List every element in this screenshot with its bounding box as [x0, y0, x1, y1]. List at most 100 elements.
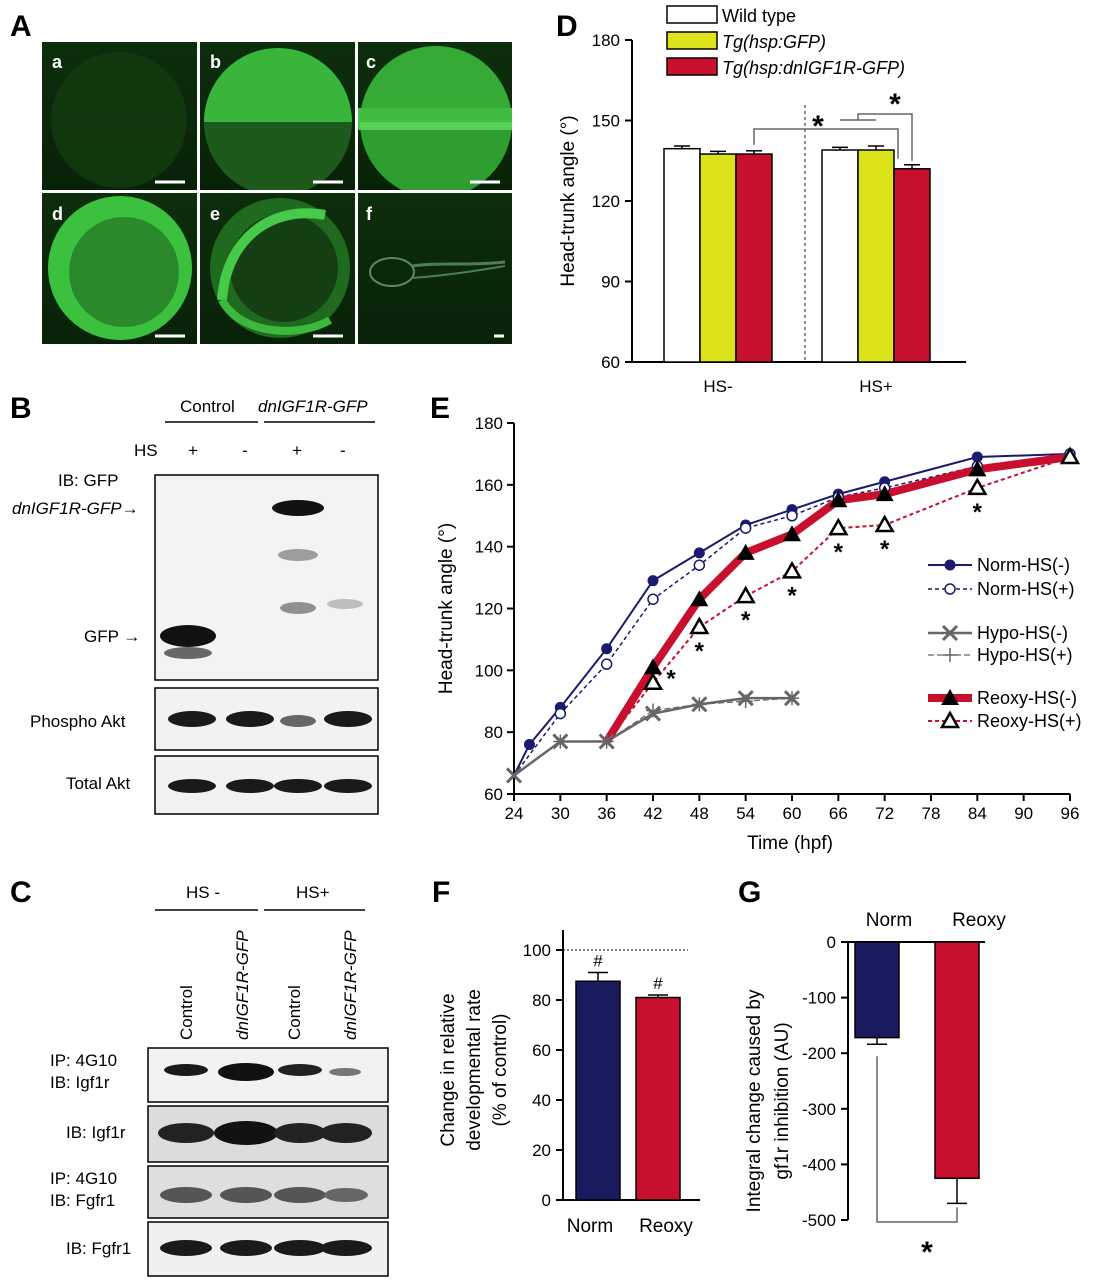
- chart-e: 60 80 100 120 140 160 180 24 30 36 42 48 54 60 66 72 78 8…: [436, 414, 1082, 854]
- sig-star-e-6: *: [973, 499, 983, 526]
- x-tick-label: 66: [829, 804, 848, 823]
- y-tick-label: 100: [523, 941, 551, 960]
- bar-Reoxy: [934, 941, 980, 1180]
- blot4-label-1: IB: Fgfr1: [66, 1239, 131, 1258]
- legend-marker-3: [943, 648, 957, 662]
- point-3-6: [785, 691, 799, 706]
- y-tick-label: 120: [592, 192, 620, 211]
- chart-d: 60 90 120 150 180 Head-trunk angle (°) HS- HS+ *…: [558, 5, 966, 396]
- blot3-label-1: IP: 4G10: [50, 1169, 117, 1188]
- point-4-5: [829, 491, 848, 508]
- fusion-band-label: dnIGF1R-GFP→: [12, 499, 139, 518]
- legend-marker-0: [944, 559, 956, 571]
- sig-star-e-5: *: [880, 536, 890, 563]
- y-tick-label: 180: [475, 414, 503, 433]
- tile-label-d: d: [52, 204, 63, 224]
- point-4-7: [968, 460, 987, 477]
- blot3-label-2: IB: Fgfr1: [50, 1191, 115, 1210]
- y-tick-label: -200: [802, 1044, 836, 1063]
- x-axis-label: Time (hpf): [747, 833, 833, 854]
- series-line-1: [513, 453, 1071, 776]
- x-tick-label: 60: [783, 804, 802, 823]
- sig-star-e-4: *: [834, 539, 844, 566]
- y-tick-label: 90: [601, 273, 620, 292]
- ib-gfp-label: IB: GFP: [58, 471, 118, 490]
- y-tick-label: 40: [532, 1091, 551, 1110]
- sig-bracket-1: [753, 128, 899, 159]
- y-tick-label: 60: [601, 353, 620, 372]
- tile-label-b: b: [210, 52, 221, 72]
- x-category-label: Norm: [567, 1216, 613, 1237]
- hs-sign-1: +: [188, 441, 198, 460]
- legend-label-1: Tg(hsp:GFP): [722, 32, 826, 52]
- panel-label-g: G: [738, 876, 761, 909]
- point-4-4: [783, 525, 801, 542]
- sig-star-e-0: *: [666, 666, 676, 693]
- point-1-2: [600, 658, 613, 670]
- point-1-1: [554, 707, 567, 720]
- x-tick-label: 24: [505, 804, 524, 823]
- y-tick-label: -500: [802, 1211, 836, 1230]
- y-tick-label: 60: [532, 1041, 551, 1060]
- legend-label-1: Norm-HS(+): [977, 579, 1075, 599]
- tile-label-c: c: [366, 52, 376, 72]
- point-4-6: [875, 485, 894, 502]
- embryo-a: [51, 52, 187, 188]
- y-tick-label: 0: [827, 933, 836, 952]
- blot2-label-1: IB: Igf1r: [66, 1123, 126, 1142]
- bar-HS--2: [735, 153, 773, 363]
- panel-label-a: A: [10, 10, 32, 43]
- y-tick-label: 80: [532, 991, 551, 1010]
- panel-label-f: F: [432, 876, 450, 909]
- point-5-6: [874, 514, 895, 533]
- group-label-hs-minus: HS -: [186, 883, 220, 902]
- bar-Norm: [854, 941, 900, 1039]
- sig-star-g: *: [921, 1236, 933, 1269]
- y-tick-label: 140: [475, 538, 503, 557]
- panel-label-e: E: [430, 392, 450, 425]
- y-axis-label-line-1: developmental rate: [464, 989, 485, 1151]
- point-3-5: [738, 694, 753, 709]
- y-axis-label-line-0: Change in relative: [438, 993, 459, 1146]
- x-category-label: HS+: [859, 377, 893, 396]
- hs-sign-2: -: [242, 441, 248, 460]
- x-tick-label: 96: [1061, 804, 1080, 823]
- western-blot-c: HS - HS+ Control dnIGF1R-GFP Control dnI…: [50, 883, 389, 1277]
- hs-sign-3: +: [292, 441, 302, 460]
- sig-star-2: *: [889, 88, 901, 121]
- point-0-5: [693, 547, 705, 559]
- point-5-2: [689, 616, 710, 635]
- y-axis-label-line-0: Integral change caused by: [744, 989, 765, 1212]
- y-tick-label: 20: [532, 1141, 551, 1160]
- y-tick-label: 150: [592, 112, 620, 131]
- y-tick-label: 180: [592, 31, 620, 50]
- lane-label-4: dnIGF1R-GFP: [341, 930, 360, 1040]
- annotation-Reoxy: #: [653, 974, 663, 993]
- tile-label-f: f: [366, 204, 373, 224]
- x-tick-label: 90: [1014, 804, 1033, 823]
- point-3-2: [599, 734, 614, 749]
- sig-bracket: [876, 1056, 958, 1223]
- sig-star-e-2: *: [741, 607, 751, 634]
- bar-HS+-0: [821, 149, 859, 363]
- point-3-4: [692, 697, 707, 712]
- lane-label-3: Control: [285, 985, 304, 1040]
- embryo-b: [204, 48, 352, 190]
- band-gfp: [160, 625, 216, 647]
- legend-label-4: Reoxy-HS(-): [977, 688, 1077, 708]
- point-5-3: [735, 585, 756, 604]
- blot1-label-2: IB: Igf1r: [50, 1073, 110, 1092]
- legend-marker-4: [941, 689, 959, 705]
- y-tick-label: 0: [542, 1191, 551, 1210]
- x-tick-label: 48: [690, 804, 709, 823]
- legend-marker-5: [939, 710, 961, 729]
- point-start: [505, 767, 523, 784]
- bar-Norm: [575, 980, 621, 1201]
- y-tick-label: -100: [802, 989, 836, 1008]
- point-1-4: [693, 559, 706, 571]
- y-tick-label: 100: [475, 661, 503, 680]
- western-blot-b: Control dnIGF1R-GFP HS + - + - IB: GFP d…: [12, 397, 379, 815]
- panel-label-b: B: [10, 392, 32, 425]
- legend-swatch-2: [666, 57, 718, 76]
